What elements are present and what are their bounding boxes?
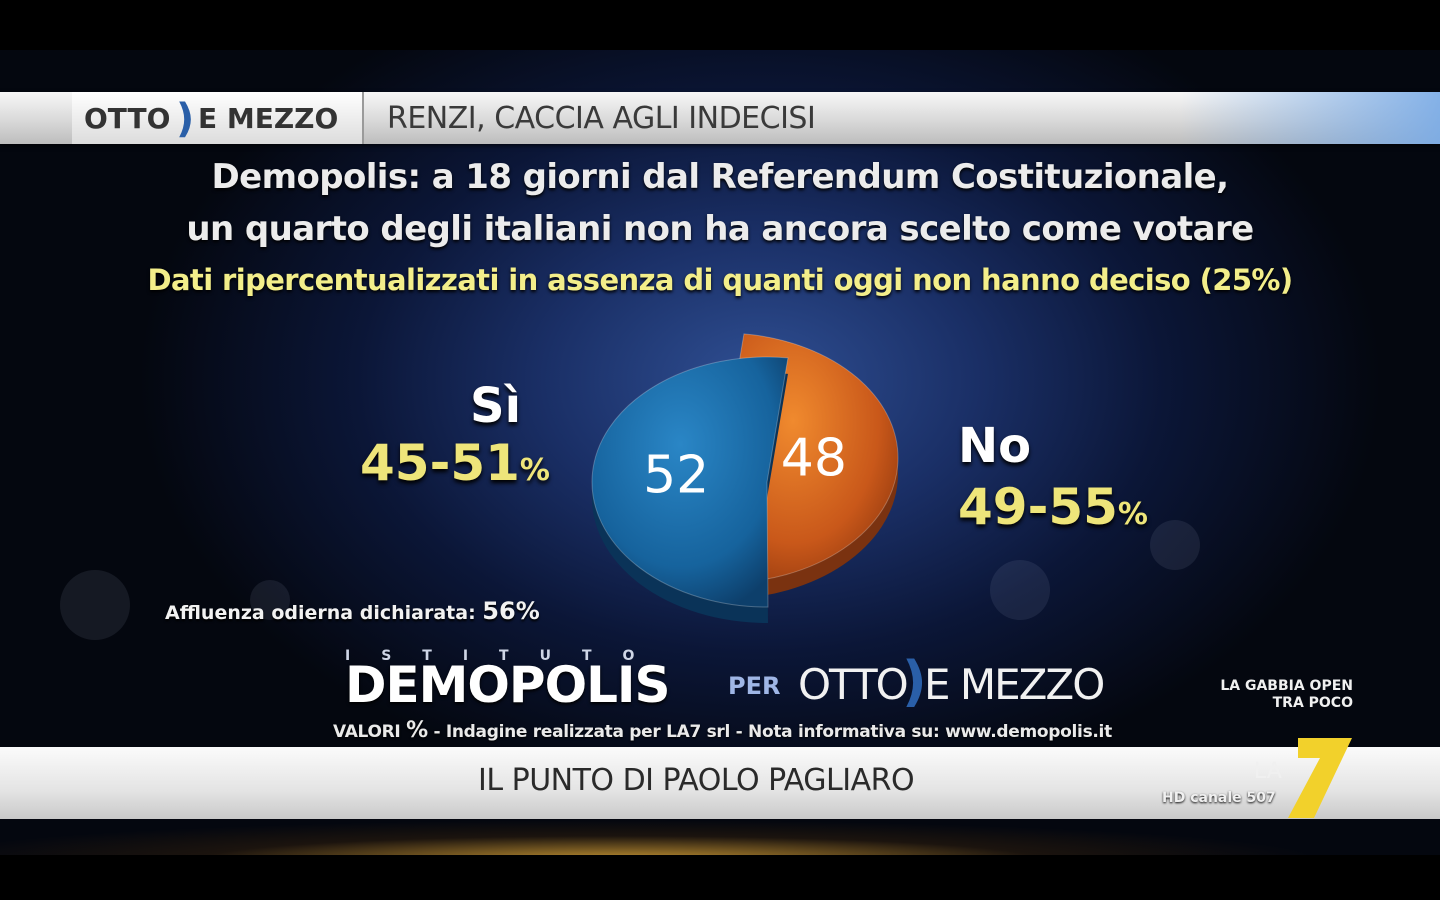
chart-title-line2: un quarto degli italiani non ha ancora s… bbox=[186, 209, 1254, 249]
lower-third-bar: IL PUNTO DI PAOLO PAGLIARO bbox=[0, 747, 1440, 819]
lower-third-title: IL PUNTO DI PAOLO PAGLIARO bbox=[478, 763, 915, 798]
topic-title: RENZI, CACCIA AGLI INDECISI bbox=[387, 101, 816, 136]
logo-otto: OTTO bbox=[84, 102, 171, 135]
next-program-when: TRA POCO bbox=[1272, 695, 1353, 711]
bokeh-light bbox=[1150, 520, 1200, 570]
brand-paren: ) bbox=[902, 650, 927, 713]
brand-per: PER bbox=[728, 672, 781, 700]
brand-istituto: ISTITUTO bbox=[345, 648, 666, 664]
next-program: LA GABBIA OPEN TRA POCO bbox=[1160, 678, 1353, 712]
si-range-text: 45-51 bbox=[360, 434, 520, 492]
no-range-pct: % bbox=[1117, 497, 1148, 532]
la7-seven-shape bbox=[1288, 738, 1352, 818]
pie-chart: 48 52 bbox=[591, 333, 899, 623]
brand-otto: OTTO bbox=[798, 660, 909, 709]
no-range-text: 49-55 bbox=[958, 478, 1118, 536]
logo-paren: ) bbox=[176, 96, 195, 142]
header-accent bbox=[1180, 92, 1440, 144]
source-pct: % bbox=[406, 718, 428, 743]
bokeh-light bbox=[250, 580, 290, 620]
no-range: 49-55% bbox=[958, 478, 1148, 536]
si-label: Sì bbox=[470, 378, 522, 434]
program-logo bbox=[72, 92, 364, 144]
turnout-note: Affluenza odierna dichiarata: 56% bbox=[165, 597, 540, 625]
program-header-bar: OTTO ) E MEZZO RENZI, CACCIA AGLI INDECI… bbox=[0, 92, 1440, 144]
brand-demopolis: DEMOPOLIS bbox=[345, 656, 671, 714]
hd-channel: HD canale 507 bbox=[1162, 790, 1276, 806]
turnout-label: Affluenza odierna dichiarata: bbox=[165, 602, 476, 624]
si-range: 45-51% bbox=[360, 434, 550, 492]
source-note: VALORI % - Indagine realizzata per LA7 s… bbox=[333, 718, 1112, 743]
logo-mezzo: E MEZZO bbox=[198, 102, 339, 135]
pie-value-si: 48 bbox=[781, 429, 847, 489]
si-range-pct: % bbox=[519, 453, 550, 488]
source-valori: VALORI bbox=[333, 722, 401, 742]
chart-subtitle: Dati ripercentualizzati in assenza di qu… bbox=[147, 263, 1293, 297]
la7-logo: LA bbox=[1254, 738, 1352, 818]
chart-title-line1: Demopolis: a 18 giorni dal Referendum Co… bbox=[211, 157, 1229, 197]
next-program-title: LA GABBIA OPEN bbox=[1220, 678, 1353, 694]
pie-slice-no bbox=[591, 356, 789, 608]
brand-emezzo: E MEZZO bbox=[924, 660, 1105, 709]
la7-text: LA bbox=[1254, 759, 1282, 784]
turnout-value: 56% bbox=[482, 597, 540, 625]
source-text: - Indagine realizzata per LA7 srl - Nota… bbox=[433, 722, 1112, 742]
bokeh-light bbox=[990, 560, 1050, 620]
no-label: No bbox=[958, 418, 1032, 474]
bottom-glow bbox=[0, 820, 1440, 855]
bokeh-light bbox=[60, 570, 130, 640]
broadcast-screen: OTTO ) E MEZZO RENZI, CACCIA AGLI INDECI… bbox=[0, 50, 1440, 855]
pie-value-no: 52 bbox=[643, 445, 709, 505]
